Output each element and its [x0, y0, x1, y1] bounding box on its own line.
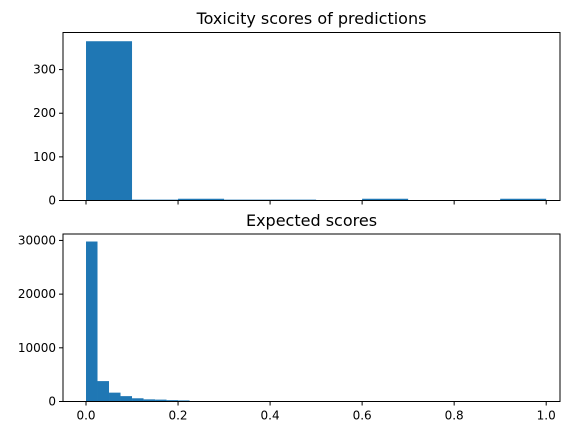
x-axis-ticks: 0.0 0.2 0.4 0.6 0.8 1.0 [76, 401, 556, 423]
histogram-bar [97, 381, 110, 402]
axes-frame [62, 32, 561, 201]
chart-title: Expected scores [246, 211, 377, 230]
histogram-bars [86, 41, 547, 201]
histogram-bar [155, 399, 167, 402]
toxicity-histogram: Toxicity scores of predictions 0 100 200 30… [33, 9, 561, 208]
x-tick-label: 0.4 [261, 409, 280, 423]
histogram-bar [362, 198, 409, 201]
y-tick-label: 10000 [18, 341, 56, 355]
x-tick-label: 0.8 [445, 409, 464, 423]
histogram-bar [166, 400, 179, 402]
x-tick-label: 1.0 [537, 409, 556, 423]
histogram-bar [178, 400, 190, 402]
y-tick-label: 100 [33, 150, 56, 164]
chart-title: Toxicity scores of predictions [196, 9, 427, 28]
x-tick-label: 0.6 [353, 409, 372, 423]
histogram-bar [178, 198, 225, 201]
x-tick-label: 0.0 [76, 409, 95, 423]
histogram-bar [86, 241, 98, 402]
histogram-bars [86, 241, 271, 402]
x-tick-label: 0.2 [168, 409, 187, 423]
histogram-bar [500, 198, 547, 201]
histogram-bar [120, 396, 133, 402]
histogram-bar [109, 392, 121, 402]
expected-histogram: Expected scores 0.0 0.2 0.4 0.6 0.8 1.0 0 1000… [18, 211, 561, 423]
axes-frame [62, 233, 561, 402]
y-tick-label: 200 [33, 106, 56, 120]
histogram-bar [132, 398, 144, 402]
y-axis-ticks: 0 100 200 300 [33, 63, 63, 208]
y-tick-label: 0 [48, 194, 56, 208]
histogram-bar [86, 41, 133, 201]
y-tick-label: 20000 [18, 287, 56, 301]
x-axis-ticks [85, 200, 547, 205]
y-axis-ticks: 0 10000 20000 30000 [18, 233, 63, 409]
y-tick-label: 0 [48, 395, 56, 409]
y-tick-label: 300 [33, 63, 56, 77]
y-tick-label: 30000 [18, 233, 56, 247]
histogram-bar [143, 399, 156, 402]
